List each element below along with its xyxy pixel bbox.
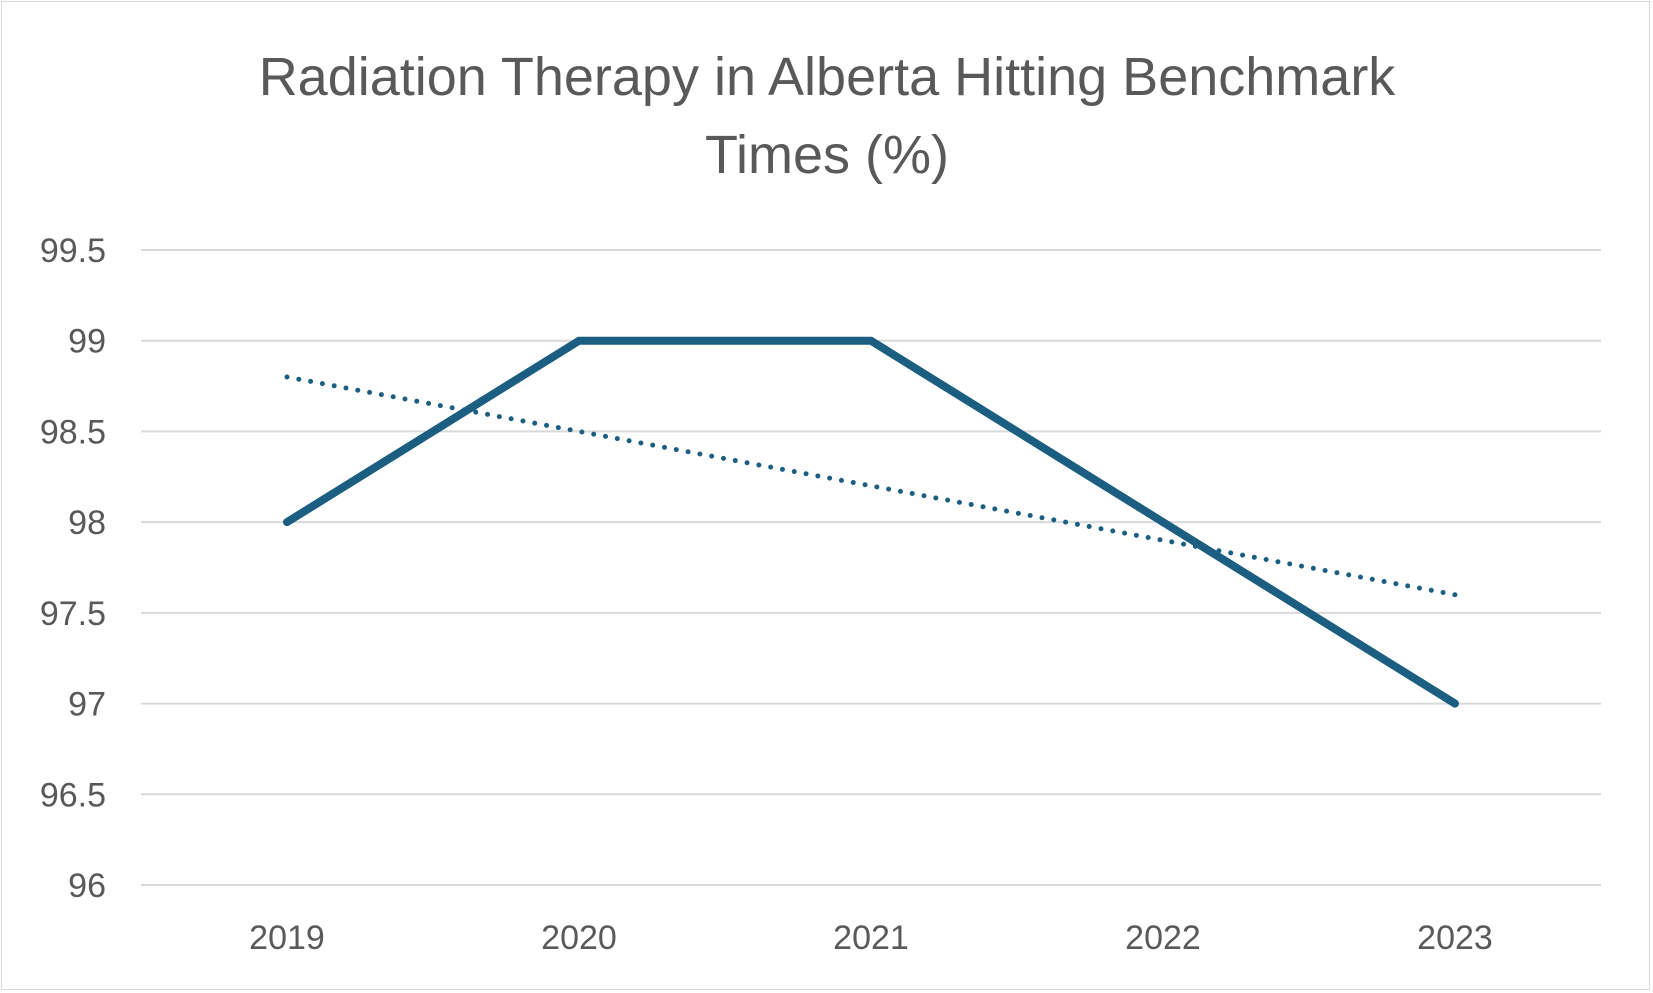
chart-title-line-1: Radiation Therapy in Alberta Hitting Ben… xyxy=(259,47,1397,107)
x-tick-label: 2021 xyxy=(833,919,909,957)
x-tick-label: 2023 xyxy=(1417,919,1493,957)
chart-title: Radiation Therapy in Alberta Hitting Ben… xyxy=(259,47,1397,185)
series-group xyxy=(283,336,1459,708)
y-tick-label: 98.5 xyxy=(40,413,106,451)
y-tick-label: 97.5 xyxy=(40,595,106,633)
y-tick-label: 99 xyxy=(68,323,106,361)
y-axis-ticks: 96 96.5 97 97.5 98 98.5 99 99.5 xyxy=(40,232,106,905)
y-tick-label: 96 xyxy=(68,867,106,905)
y-tick-label: 97 xyxy=(68,686,106,724)
gridlines xyxy=(141,249,1601,886)
chart-title-line-2: Times (%) xyxy=(705,125,949,185)
x-tick-label: 2020 xyxy=(541,919,617,957)
y-tick-label: 99.5 xyxy=(40,232,106,270)
y-tick-label: 96.5 xyxy=(40,776,106,814)
x-tick-label: 2022 xyxy=(1125,919,1201,957)
x-tick-label: 2019 xyxy=(249,919,325,957)
y-tick-label: 98 xyxy=(68,504,106,542)
x-axis-ticks: 2019 2020 2021 2022 2023 xyxy=(249,919,1493,957)
